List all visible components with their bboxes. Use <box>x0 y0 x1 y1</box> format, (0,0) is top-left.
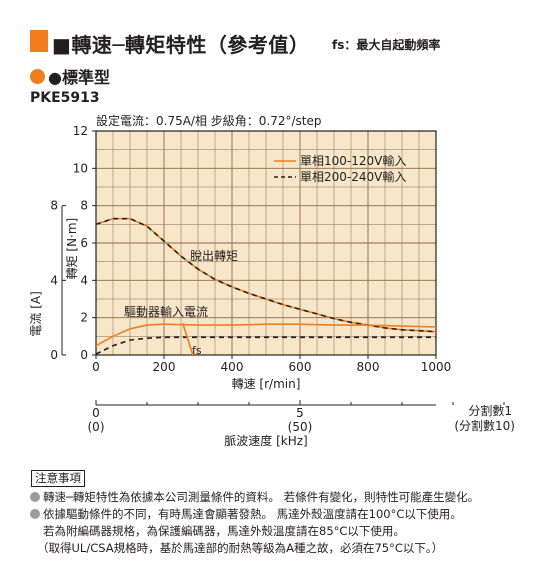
header-accent-square <box>30 30 48 52</box>
note-1: 轉速─轉矩特性為依據本公司測量條件的資料。 若條件有變化，則特性可能產生變化。 <box>30 489 479 505</box>
model-name: PKE5913 <box>30 90 100 106</box>
x-tick-label: 400 <box>221 360 244 374</box>
current-tick-label: 4 <box>50 273 58 287</box>
note-3: 若為附編碼器規格，為保護編碼器，馬達外殼溫度請在85°C以下使用。 <box>43 523 405 539</box>
x-tick-label: 600 <box>289 360 312 374</box>
current-tick-label: 8 <box>50 199 58 213</box>
series-line-current-3 <box>95 336 436 355</box>
legend-label: 單相100-120V輸入 <box>300 153 406 168</box>
x-tick-label: 0 <box>92 360 100 374</box>
annotation-fs: fs <box>192 344 202 357</box>
y-tick-label: 4 <box>80 273 88 287</box>
settings-caption: 設定電流：0.75A/相 步級角：0.72°/step <box>96 114 322 128</box>
note-text: 若為附編碼器規格，為保護編碼器，馬達外殼溫度請在85°C以下使用。 <box>43 524 405 538</box>
fs-definition: fs：最大自起動頻率 <box>332 38 441 52</box>
torque-chart: 0 200 400 600 800 1000 0 2 4 6 8 10 12 0 4 8 轉速 [r/min] 轉… <box>29 124 515 448</box>
note-text: 依據驅動條件的不同，有時馬達會顯著發熱。 馬達外殼溫度請在100°C以下使用。 <box>43 507 462 521</box>
section-title: ●標準型 <box>48 68 110 87</box>
x-tick-label: 800 <box>357 360 380 374</box>
page-title: ■轉速─轉矩特性（參考值） <box>52 33 310 57</box>
annotation-driver-current: 驅動器輸入電流 <box>124 304 208 319</box>
division-1-label: 分割數1 <box>468 403 512 418</box>
notes-heading: 注意事項 <box>31 470 85 487</box>
pulse-tick-sublabel: (50) <box>288 420 313 434</box>
y-tick-label: 10 <box>73 161 88 175</box>
y-tick-label: 6 <box>80 236 88 250</box>
series-line-current-2 <box>95 323 437 347</box>
pulse-tick-sublabel: (0) <box>88 420 105 434</box>
x-tick-label: 200 <box>153 360 176 374</box>
note-text: （取得UL/CSA規格時，基於馬達部的耐熱等級為A種之故，必須在75°C以下。） <box>37 541 444 555</box>
note-bullet-icon <box>30 509 40 519</box>
pulse-tick-label: 0 <box>92 406 100 420</box>
y-tick-label: 2 <box>80 311 88 325</box>
pulse-axis-title: 脈波速度 [kHz] <box>224 433 307 448</box>
y-tick-label: 8 <box>80 199 88 213</box>
x-axis-title: 轉速 [r/min] <box>232 377 301 391</box>
current-axis-title: 電流 [A] <box>29 291 43 336</box>
y-axis-title: 轉矩 [N·m] <box>65 218 79 280</box>
note-4: （取得UL/CSA規格時，基於馬達部的耐熱等級為A種之故，必須在75°C以下。） <box>37 540 443 556</box>
legend-label: 單相200-240V輸入 <box>300 169 406 184</box>
note-text: 轉速─轉矩特性為依據本公司測量條件的資料。 若條件有變化，則特性可能產生變化。 <box>43 490 480 504</box>
note-2: 依據驅動條件的不同，有時馬達會顯著發熱。 馬達外殼溫度請在100°C以下使用。 <box>30 506 462 522</box>
subheader-bullet <box>30 69 45 84</box>
series-line-fs-4 <box>181 323 194 356</box>
x-tick-label: 1000 <box>421 360 452 374</box>
current-tick-label: 0 <box>50 348 58 362</box>
note-bullet-icon <box>30 492 40 502</box>
y-tick-label: 0 <box>80 348 88 362</box>
pulse-tick-label: 5 <box>296 406 304 420</box>
annotation-pullout-torque: 脫出轉矩 <box>190 248 238 263</box>
y-tick-label: 12 <box>73 124 88 138</box>
division-10-label: (分割數10) <box>454 418 515 433</box>
series-line-torque-0 <box>95 217 437 333</box>
